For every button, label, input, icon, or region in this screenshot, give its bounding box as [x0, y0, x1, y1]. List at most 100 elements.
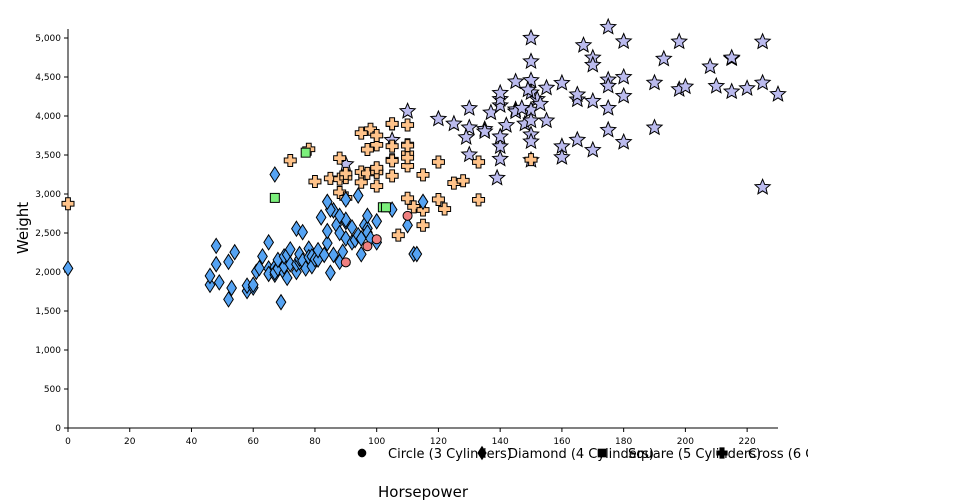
star-point [583, 140, 602, 158]
x-tick-label: 160 [553, 437, 570, 447]
cross-point [354, 175, 368, 189]
star-point [522, 52, 540, 70]
y-tick-label: 1,000 [35, 346, 61, 356]
legend-item: Star (8 Cylinders) [836, 446, 960, 462]
ticks: 0 20 40 60 80 100 120 140 160 180 200 220 0 500 1,000 1… [35, 34, 756, 447]
diamond-point [62, 259, 74, 277]
diamond-point [204, 276, 216, 294]
series-cross [61, 117, 538, 242]
star-point [460, 118, 479, 136]
circle-point [402, 210, 413, 221]
series-diamond [62, 166, 429, 311]
star-point [488, 168, 506, 186]
data-marks [61, 17, 787, 311]
y-tick-label: 4,500 [35, 73, 61, 83]
cross-point [385, 139, 399, 153]
star-point [491, 127, 510, 145]
star-point [522, 132, 540, 150]
diamond-point [204, 267, 216, 285]
star-point [614, 86, 633, 104]
star-point [599, 76, 618, 94]
star-point [568, 90, 587, 108]
cross-point [61, 197, 75, 211]
star-point [553, 147, 571, 165]
star-point [491, 83, 510, 101]
star-point [531, 94, 550, 112]
diamond-point [334, 207, 346, 225]
y-tick-label: 5,000 [35, 34, 61, 44]
legend: Circle (3 Cylinders)Diamond (4 Cylinders… [357, 445, 960, 462]
star-point [614, 67, 633, 85]
square-point [269, 192, 280, 203]
star-point [475, 122, 494, 140]
cross-point [391, 228, 405, 242]
cross-point [385, 117, 399, 131]
cross-point [401, 151, 415, 165]
legend-square-icon [597, 448, 607, 458]
cross-point [360, 166, 374, 180]
star-point [512, 98, 531, 116]
diamond-point [226, 279, 238, 297]
legend-item: Diamond (4 Cylinders) [477, 445, 654, 462]
star-point [491, 96, 510, 113]
cross-point [431, 155, 445, 169]
cross-point [283, 153, 297, 167]
cross-point [416, 218, 430, 232]
y-tick-label: 3,500 [35, 151, 61, 161]
diamond-point [321, 193, 333, 211]
diamond-point [284, 240, 296, 258]
star-point [522, 28, 540, 46]
y-tick-label: 2,500 [35, 229, 61, 239]
star-point [491, 89, 510, 107]
star-point [701, 57, 719, 75]
star-point [707, 76, 726, 94]
diamond-point [411, 245, 423, 263]
star-point [460, 99, 479, 116]
star-point [645, 118, 664, 136]
diamond-point [340, 191, 352, 208]
x-tick-label: 200 [677, 437, 694, 447]
x-tick-label: 100 [368, 437, 385, 447]
x-tick-label: 40 [186, 437, 198, 447]
square-point [300, 147, 311, 158]
x-tick-label: 220 [739, 437, 756, 447]
legend-items: Circle (3 Cylinders)Diamond (4 Cylinders… [357, 445, 960, 462]
diamond-point [321, 222, 333, 240]
y-tick-label: 500 [44, 385, 61, 395]
cross-point [472, 193, 486, 207]
legend-diamond-icon [477, 445, 487, 461]
legend-star-icon [836, 446, 849, 458]
star-point [457, 128, 476, 145]
cross-point [339, 166, 353, 180]
x-tick-label: 20 [124, 437, 136, 447]
legend-label: Star (8 Cylinders) [868, 447, 960, 462]
series-star [336, 17, 787, 195]
x-axis-title: Horsepower [378, 483, 469, 500]
cross-point [438, 202, 452, 216]
cross-point [385, 154, 399, 168]
x-tick-label: 80 [309, 437, 321, 447]
legend-cross-icon [716, 447, 728, 459]
star-point [753, 32, 772, 50]
legend-item: Square (5 Cylinders) [597, 447, 761, 462]
star-point [522, 111, 540, 129]
diamond-point [210, 255, 222, 273]
star-point [491, 137, 510, 155]
diamond-point [257, 247, 268, 265]
x-tick-label: 0 [65, 437, 71, 447]
x-tick-label: 140 [492, 437, 509, 447]
cross-point [370, 161, 384, 175]
star-point [429, 109, 448, 127]
circle-point [340, 257, 351, 268]
star-point [670, 32, 689, 50]
star-point [537, 111, 556, 129]
diamond-point [223, 290, 234, 308]
diamond-point [318, 246, 330, 264]
y-tick-label: 0 [55, 424, 61, 434]
square-point [380, 202, 391, 213]
star-point [769, 84, 787, 102]
diamond-point [315, 208, 327, 226]
cross-point [472, 155, 486, 169]
star-point [568, 85, 587, 103]
